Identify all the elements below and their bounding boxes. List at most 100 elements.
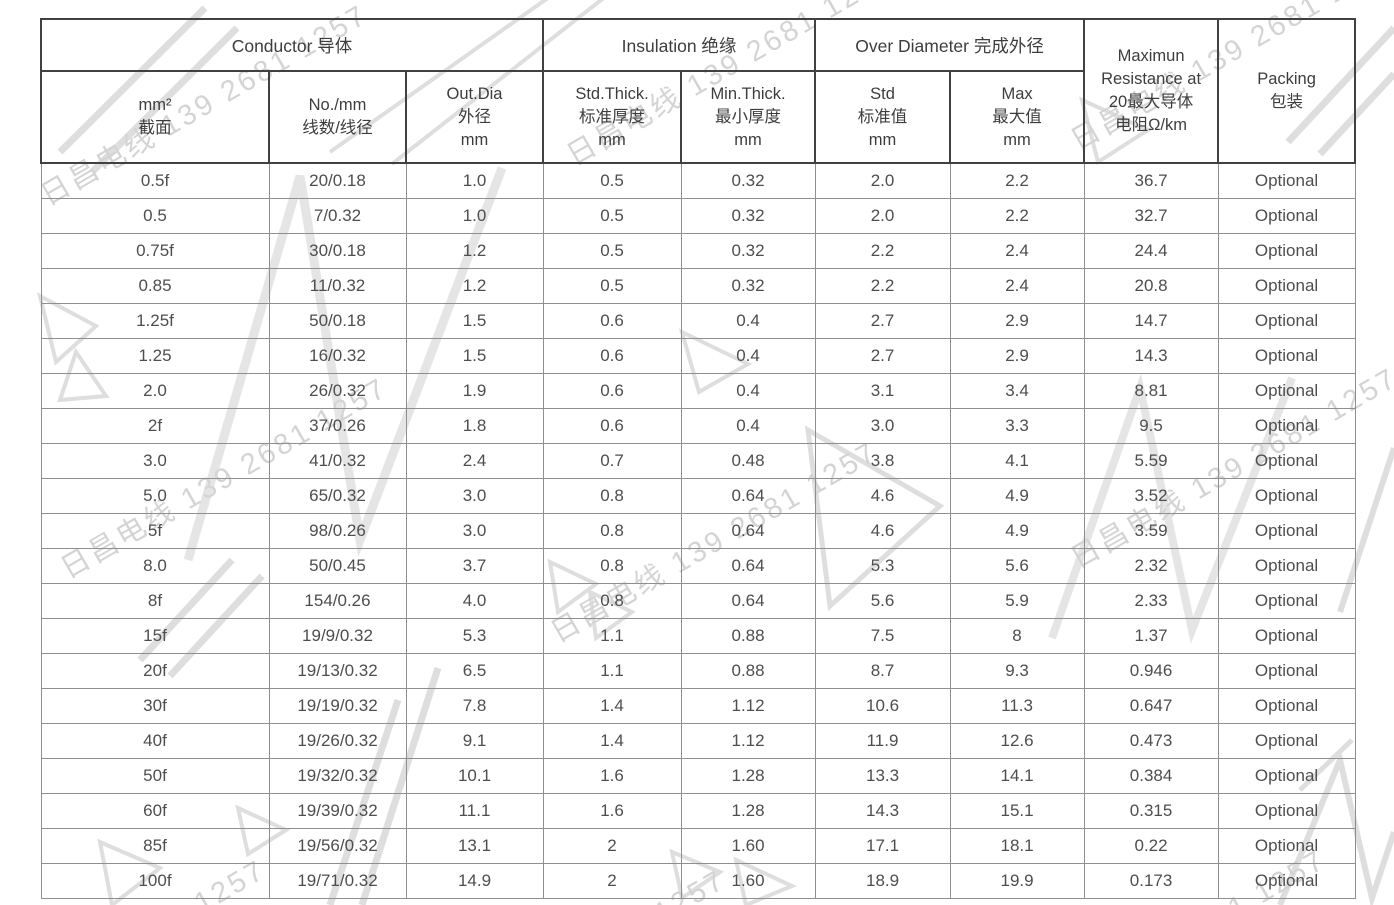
table-cell: 0.5 bbox=[40, 198, 270, 234]
table-cell: 0.7 bbox=[542, 443, 682, 479]
table-cell: 8f bbox=[40, 583, 270, 619]
table-cell: 2.7 bbox=[814, 338, 951, 374]
table-cell: 20f bbox=[40, 653, 270, 689]
table-cell: 1.2 bbox=[405, 233, 544, 269]
table-cell: 0.88 bbox=[680, 653, 816, 689]
table-row: 85f 19/56/0.32 13.1 2 1.60 17.1 18.1 0.22 Option… bbox=[40, 828, 1356, 864]
table-row: 40f 19/26/0.32 9.1 1.4 1.12 11.9 12.6 0.473 Opti… bbox=[40, 723, 1356, 759]
table-cell: 0.5 bbox=[542, 162, 682, 199]
table-cell: 0.64 bbox=[680, 548, 816, 584]
table-cell: 8 bbox=[949, 618, 1085, 654]
table-cell: 5.3 bbox=[814, 548, 951, 584]
table-row: 5.0 65/0.32 3.0 0.8 0.64 4.6 4.9 3.52 Optional bbox=[40, 478, 1356, 514]
table-cell: 3.52 bbox=[1083, 478, 1219, 514]
table-cell: 8.81 bbox=[1083, 373, 1219, 409]
table-cell: 2.9 bbox=[949, 303, 1085, 339]
table-cell: Optional bbox=[1217, 233, 1356, 269]
table-cell: Optional bbox=[1217, 583, 1356, 619]
table-row: 0.85 11/0.32 1.2 0.5 0.32 2.2 2.4 20.8 Optional bbox=[40, 268, 1356, 304]
table-cell: 0.5 bbox=[542, 268, 682, 304]
table-row: 50f 19/32/0.32 10.1 1.6 1.28 13.3 14.1 0.384 Opt… bbox=[40, 758, 1356, 794]
table-cell: Optional bbox=[1217, 828, 1356, 864]
col-header-out-dia: Out.Dia 外径 mm bbox=[404, 70, 545, 164]
table-cell: 0.473 bbox=[1083, 723, 1219, 759]
table-row: 2f 37/0.26 1.8 0.6 0.4 3.0 3.3 9.5 Optional bbox=[40, 408, 1356, 444]
group-header-row: Conductor 导体 Insulation 绝缘 Over Diameter… bbox=[39, 18, 1357, 164]
table-cell: 0.64 bbox=[680, 583, 816, 619]
table-cell: 24.4 bbox=[1083, 233, 1219, 269]
table-cell: 0.5 bbox=[542, 233, 682, 269]
table-cell: 1.1 bbox=[542, 618, 682, 654]
table-cell: 9.3 bbox=[949, 653, 1085, 689]
table-cell: 4.6 bbox=[814, 478, 951, 514]
table-cell: 0.64 bbox=[680, 513, 816, 549]
table-cell: 1.5 bbox=[405, 303, 544, 339]
table-cell: 50f bbox=[40, 758, 270, 794]
table-cell: 36.7 bbox=[1083, 162, 1219, 199]
table-cell: 3.4 bbox=[949, 373, 1085, 409]
table-cell: 19/71/0.32 bbox=[268, 863, 407, 899]
table-cell: 1.0 bbox=[405, 198, 544, 234]
table-cell: 2 bbox=[542, 863, 682, 899]
table-cell: 1.28 bbox=[680, 793, 816, 829]
table-cell: 1.12 bbox=[680, 688, 816, 724]
table-cell: 1.0 bbox=[405, 162, 544, 199]
table-header: Conductor 导体 Insulation 绝缘 Over Diameter… bbox=[39, 18, 1357, 164]
table-cell: 3.0 bbox=[405, 478, 544, 514]
table-cell: 100f bbox=[40, 863, 270, 899]
table-cell: 5.0 bbox=[40, 478, 270, 514]
table-row: 15f 19/9/0.32 5.3 1.1 0.88 7.5 8 1.37 Optional bbox=[40, 618, 1356, 654]
table-cell: 5.59 bbox=[1083, 443, 1219, 479]
table-cell: 16/0.32 bbox=[268, 338, 407, 374]
table-cell: 5.6 bbox=[949, 548, 1085, 584]
table-cell: 2.0 bbox=[814, 162, 951, 199]
table-cell: 20/0.18 bbox=[268, 162, 407, 199]
table-cell: 0.22 bbox=[1083, 828, 1219, 864]
table-cell: Optional bbox=[1217, 653, 1356, 689]
table-cell: 4.6 bbox=[814, 513, 951, 549]
table-cell: 1.4 bbox=[542, 723, 682, 759]
table-row: 100f 19/71/0.32 14.9 2 1.60 18.9 19.9 0.173 Opti… bbox=[40, 863, 1356, 899]
table-cell: 1.25 bbox=[40, 338, 270, 374]
table-cell: 11.1 bbox=[405, 793, 544, 829]
table-cell: 0.6 bbox=[542, 408, 682, 444]
table-cell: 0.75f bbox=[40, 233, 270, 269]
col-header-mm2: mm² 截面 bbox=[40, 70, 270, 164]
table-cell: 14.9 bbox=[405, 863, 544, 899]
table-row: 1.25f 50/0.18 1.5 0.6 0.4 2.7 2.9 14.7 Optional bbox=[40, 303, 1356, 339]
table-cell: 0.173 bbox=[1083, 863, 1219, 899]
table-row: 20f 19/13/0.32 6.5 1.1 0.88 8.7 9.3 0.946 Option… bbox=[40, 653, 1356, 689]
table-row: 5f 98/0.26 3.0 0.8 0.64 4.6 4.9 3.59 Optional bbox=[40, 513, 1356, 549]
table-cell: 2.7 bbox=[814, 303, 951, 339]
table-row: 8f 154/0.26 4.0 0.8 0.64 5.6 5.9 2.33 Optional bbox=[40, 583, 1356, 619]
table-cell: 0.4 bbox=[680, 338, 816, 374]
table-cell: 0.8 bbox=[542, 583, 682, 619]
table-cell: 0.384 bbox=[1083, 758, 1219, 794]
table-cell: 0.88 bbox=[680, 618, 816, 654]
table-cell: 0.946 bbox=[1083, 653, 1219, 689]
table-cell: Optional bbox=[1217, 443, 1356, 479]
table-cell: 20.8 bbox=[1083, 268, 1219, 304]
table-cell: 18.1 bbox=[949, 828, 1085, 864]
col-header-std: Std 标准值 mm bbox=[814, 70, 952, 164]
table-cell: 1.4 bbox=[542, 688, 682, 724]
table-row: 8.0 50/0.45 3.7 0.8 0.64 5.3 5.6 2.32 Optional bbox=[40, 548, 1356, 584]
table-cell: 0.85 bbox=[40, 268, 270, 304]
table-cell: 1.25f bbox=[40, 303, 270, 339]
table-cell: 4.9 bbox=[949, 478, 1085, 514]
group-header-over-diameter: Over Diameter 完成外径 bbox=[814, 18, 1086, 72]
table-cell: 4.9 bbox=[949, 513, 1085, 549]
table-cell: 1.28 bbox=[680, 758, 816, 794]
col-header-no-mm: No./mm 线数/线径 bbox=[268, 70, 407, 164]
table-row: 0.5 7/0.32 1.0 0.5 0.32 2.0 2.2 32.7 Optional bbox=[40, 198, 1356, 234]
table-cell: 1.5 bbox=[405, 338, 544, 374]
table-cell: 1.1 bbox=[542, 653, 682, 689]
table-cell: 1.2 bbox=[405, 268, 544, 304]
table-cell: 0.48 bbox=[680, 443, 816, 479]
table-row: 30f 19/19/0.32 7.8 1.4 1.12 10.6 11.3 0.647 Opti… bbox=[40, 688, 1356, 724]
table-cell: 5.9 bbox=[949, 583, 1085, 619]
table-cell: 0.32 bbox=[680, 268, 816, 304]
table-cell: 13.1 bbox=[405, 828, 544, 864]
table-cell: 50/0.45 bbox=[268, 548, 407, 584]
table-cell: 26/0.32 bbox=[268, 373, 407, 409]
